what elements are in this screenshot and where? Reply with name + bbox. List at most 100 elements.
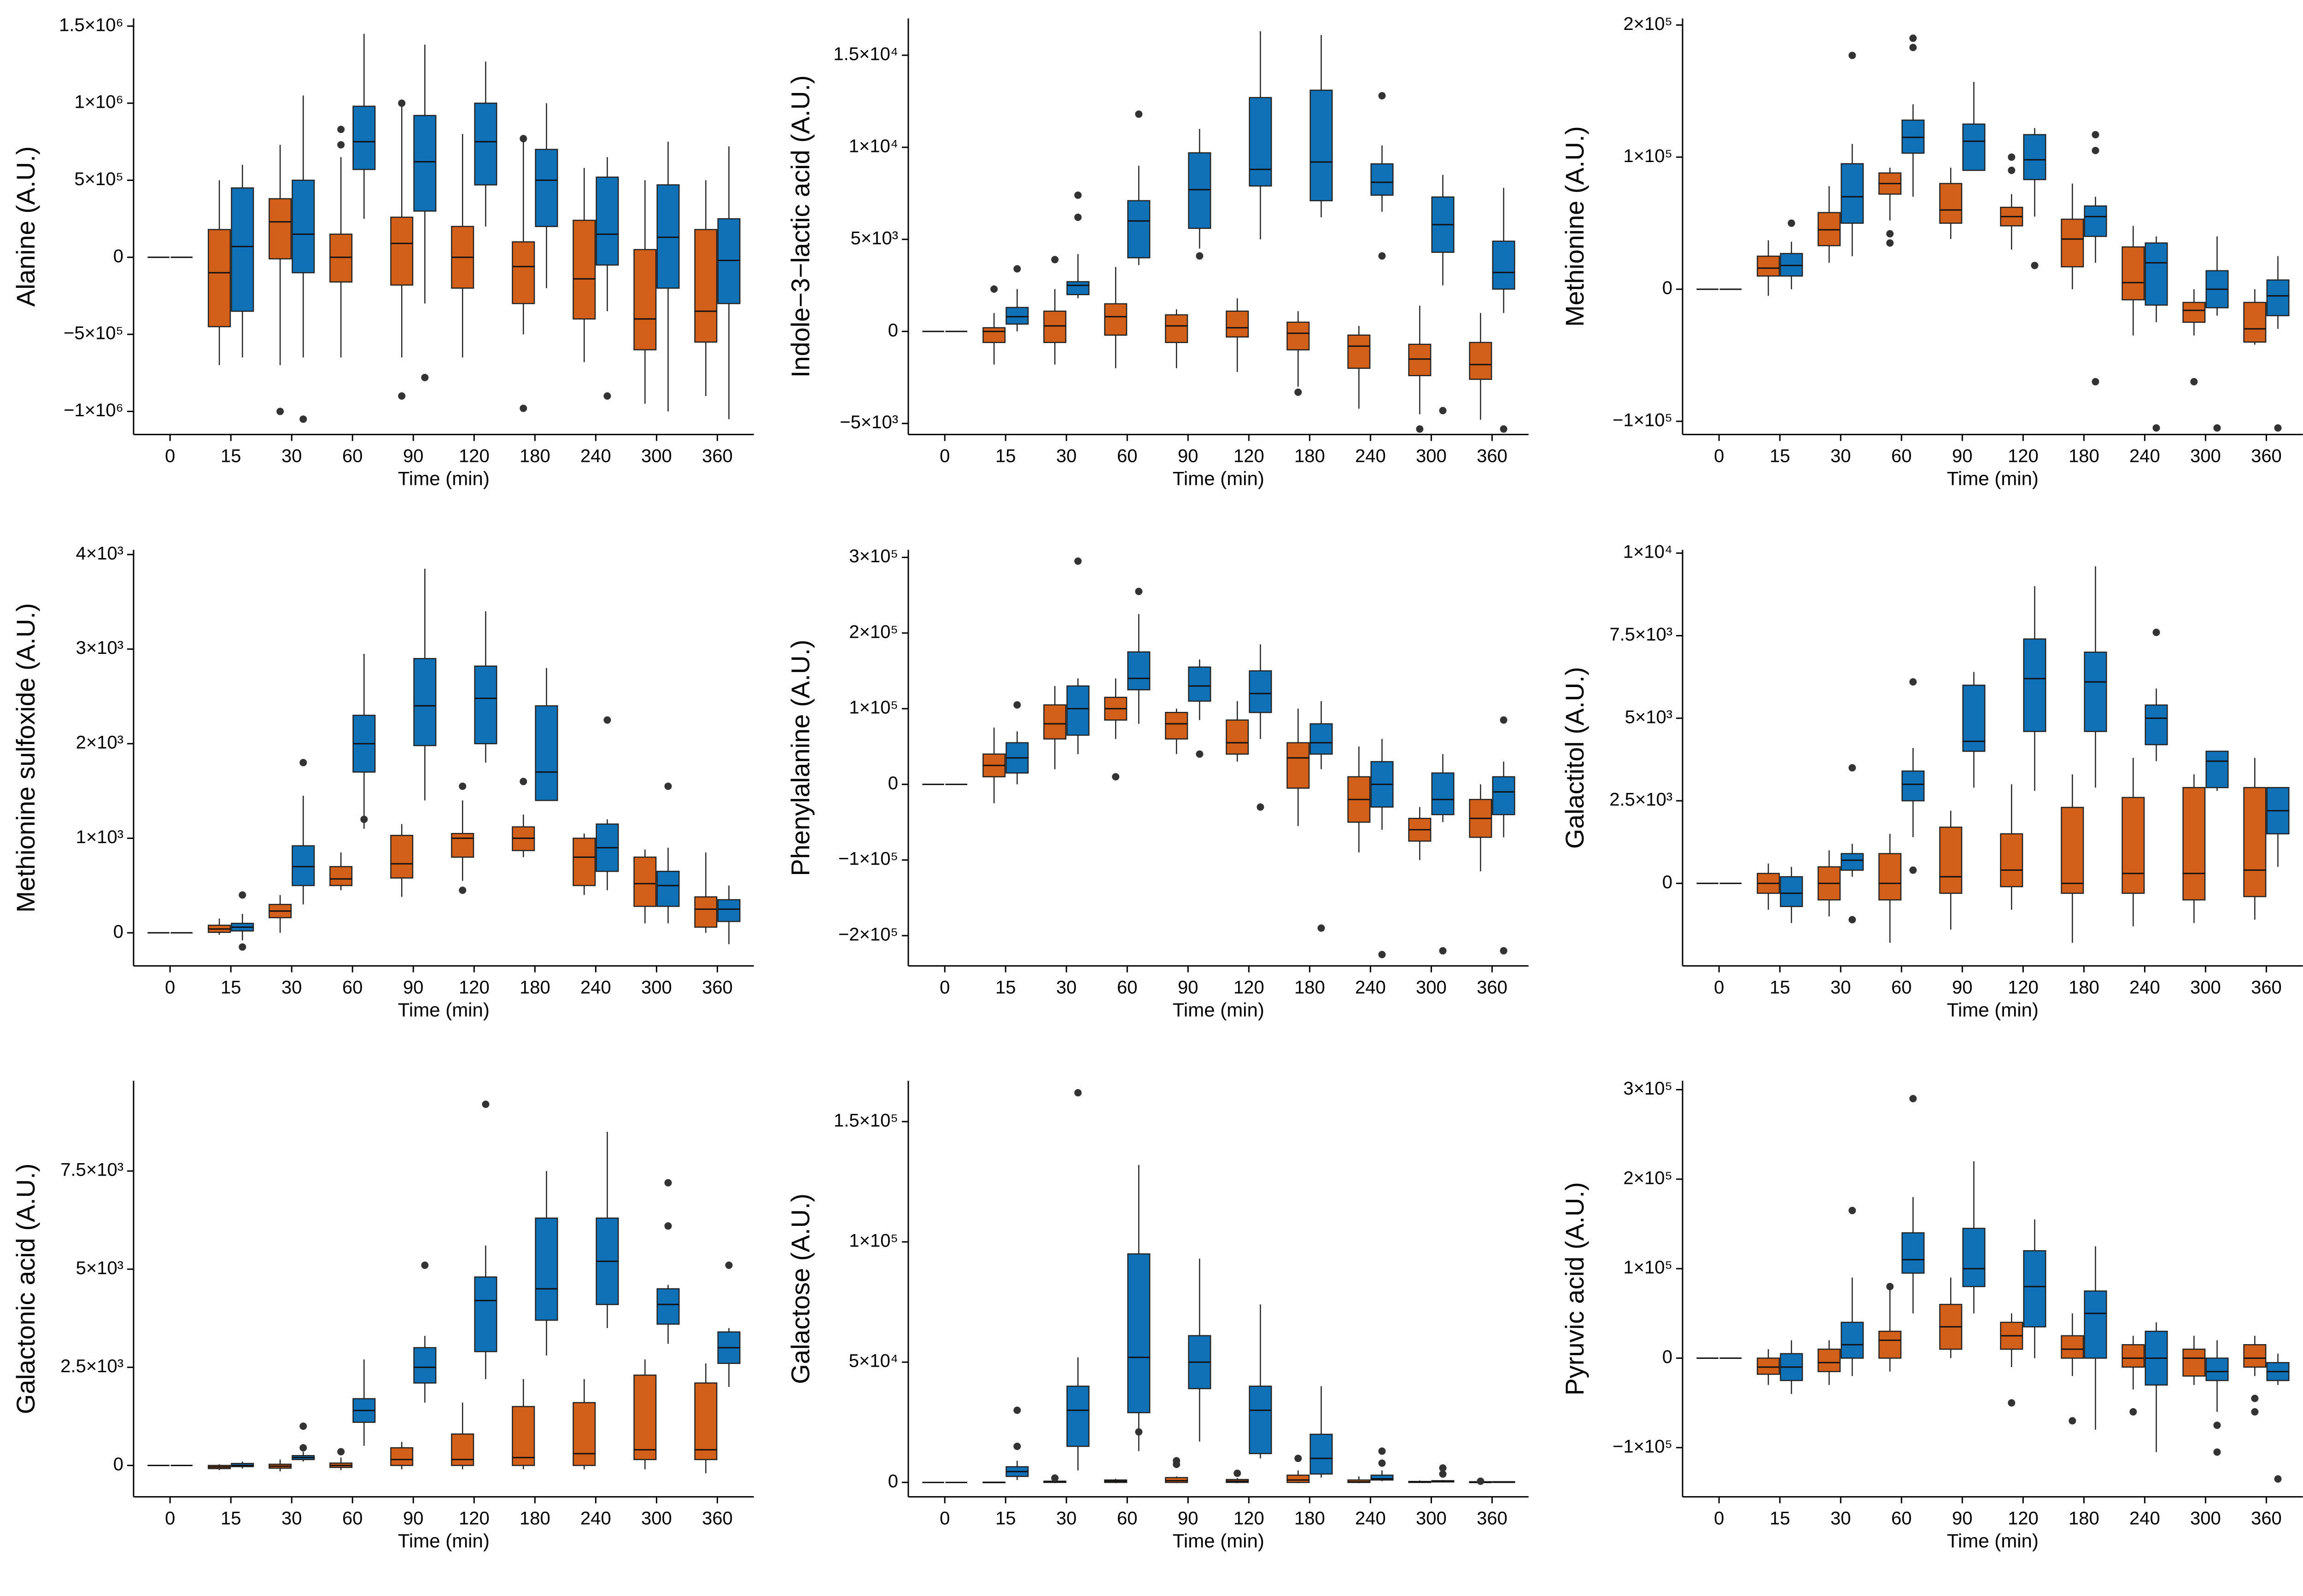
box-body — [474, 102, 497, 186]
boxplot-panel: −1×10⁵ 0 1×10⁵ 2×10⁵ 3×10⁵ 0 15 30 60 90 120 180 240… — [1549, 1062, 2303, 1594]
box-body — [694, 1382, 718, 1461]
box-orange — [1225, 701, 1249, 762]
box-blue — [413, 44, 437, 381]
x-tick-label: 120 — [459, 1509, 490, 1529]
box-body — [573, 1402, 596, 1467]
box-body — [329, 233, 353, 283]
box-blue — [1431, 1464, 1455, 1483]
box-blue — [596, 716, 619, 891]
outlier-point — [1886, 1283, 1894, 1291]
x-tick-label: 90 — [1952, 446, 1972, 466]
x-tick-label: 30 — [1056, 446, 1076, 466]
box-blue — [1370, 92, 1394, 260]
y-tick-label: 1×10³ — [76, 827, 123, 847]
outlier-point — [1013, 701, 1021, 709]
box-blue — [2084, 131, 2107, 385]
x-tick-label: 120 — [2008, 446, 2039, 466]
outlier-point — [1074, 557, 1082, 565]
y-tick-label: 1×10⁵ — [1624, 1258, 1673, 1278]
x-tick-label: 15 — [221, 977, 241, 997]
x-tick-label: 300 — [2190, 446, 2221, 466]
y-tick-label: −2×10⁵ — [838, 924, 898, 944]
box-blue — [1005, 701, 1029, 784]
box-body — [1188, 666, 1211, 702]
boxplot-panel: 0 1×10³ 2×10³ 3×10³ 4×10³ 0 15 30 60 90 120 180 240 3… — [0, 531, 775, 1063]
outlier-point — [1477, 1478, 1485, 1485]
box-blue — [656, 141, 680, 412]
box-orange — [1164, 1457, 1188, 1484]
box-blue — [1249, 644, 1272, 811]
outlier-point — [337, 1448, 345, 1456]
box-body — [1127, 651, 1151, 690]
boxplot-panel: −2×10⁵ −1×10⁵ 0 1×10⁵ 2×10⁵ 3×10⁵ 0 15 30 60 90 120… — [775, 531, 1549, 1063]
box-body — [451, 1433, 474, 1467]
box-orange — [1286, 708, 1309, 826]
box-body — [1878, 1331, 1902, 1359]
box-blue — [535, 103, 558, 288]
box-orange — [982, 1481, 1005, 1484]
box-body — [1309, 723, 1333, 755]
y-tick-label: 1×10⁵ — [849, 1231, 898, 1251]
x-tick-label: 300 — [641, 977, 672, 997]
outlier-point — [1196, 252, 1204, 260]
box-body — [1962, 1228, 1986, 1287]
outlier-point — [1135, 1428, 1143, 1436]
box-blue — [2205, 1340, 2229, 1456]
box-body — [656, 1288, 680, 1325]
y-tick-label: 1×10⁵ — [849, 697, 898, 717]
outlier-point — [360, 815, 368, 823]
box-body — [1249, 1386, 1272, 1455]
x-tick-label: 90 — [1178, 446, 1198, 466]
x-tick-label: 60 — [1891, 977, 1911, 997]
box-body — [1309, 89, 1333, 202]
box-body — [2000, 833, 2023, 887]
box-blue — [352, 34, 376, 219]
box-orange — [1468, 1478, 1492, 1485]
x-axis-label: Time (min) — [398, 1530, 490, 1552]
box-body — [474, 665, 497, 744]
box-blue — [1066, 557, 1090, 754]
x-tick-label: 90 — [403, 977, 423, 997]
box-body — [2205, 750, 2229, 788]
y-tick-label: 2×10³ — [76, 732, 123, 752]
box-blue — [2145, 1322, 2168, 1452]
x-tick-label: 60 — [1891, 1509, 1911, 1529]
box-blue — [1841, 52, 1864, 256]
outlier-point — [1500, 716, 1508, 724]
outlier-point — [520, 777, 527, 785]
box-orange — [1939, 1277, 1963, 1358]
x-tick-label: 0 — [165, 446, 175, 466]
x-axis-label: Time (min) — [1947, 468, 2039, 489]
outlier-point — [664, 1222, 672, 1230]
box-blue — [2266, 786, 2290, 867]
y-tick-label: 0 — [1662, 278, 1672, 298]
x-tick-label: 60 — [1117, 446, 1137, 466]
plot-area: −1×10⁵ 0 1×10⁵ 2×10⁵ 0 15 30 60 90 120 180 240 300 36… — [1560, 14, 2303, 489]
box-orange — [269, 1459, 292, 1472]
box-blue — [1901, 1095, 1925, 1314]
box-orange — [2243, 1336, 2267, 1416]
x-tick-label: 180 — [1294, 977, 1325, 997]
y-tick-label: 1.5×10⁴ — [833, 44, 898, 64]
outlier-point — [1909, 1095, 1917, 1103]
box-body — [1841, 853, 1864, 871]
y-axis-label: Galactitol (A.U.) — [1560, 667, 1589, 849]
box-body — [2084, 205, 2107, 237]
x-tick-label: 360 — [2251, 977, 2282, 997]
y-tick-label: 1.5×10⁶ — [59, 15, 123, 35]
box-blue — [1127, 588, 1151, 724]
y-tick-label: 1×10⁴ — [1623, 542, 1672, 562]
box-blue — [231, 1462, 254, 1469]
outlier-point — [1788, 219, 1795, 227]
outlier-point — [1886, 239, 1894, 247]
boxplot-panel: 0 5×10⁴ 1×10⁵ 1.5×10⁵ 0 15 30 60 90 120 180 240 300 3… — [775, 1062, 1549, 1594]
box-blue — [292, 95, 315, 423]
box-body — [2266, 279, 2290, 316]
box-orange — [1043, 1474, 1066, 1484]
box-body — [535, 149, 558, 227]
y-tick-label: 5×10³ — [850, 228, 898, 248]
box-orange — [1939, 168, 1963, 239]
y-tick-label: 0 — [1662, 872, 1672, 892]
box-body — [1066, 281, 1090, 296]
box-body — [413, 658, 437, 746]
